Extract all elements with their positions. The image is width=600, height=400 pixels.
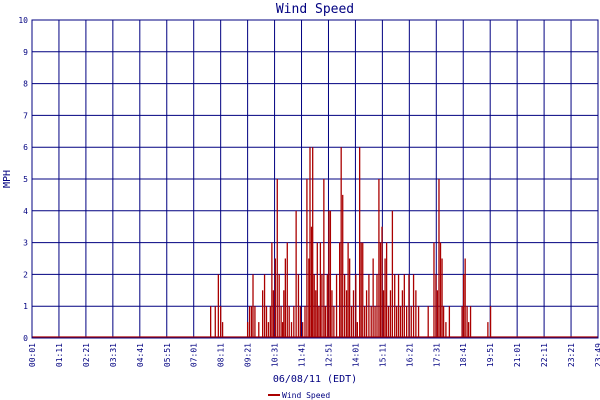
y-tick-label: 7 (23, 111, 28, 120)
x-tick-label: 10:31 (271, 343, 280, 367)
x-tick-label: 01:11 (55, 343, 64, 367)
y-tick-label: 10 (18, 16, 28, 25)
x-tick-label: 00:01 (28, 343, 37, 367)
y-tick-label: 0 (23, 334, 28, 343)
x-axis-label: 06/08/11 (EDT) (273, 374, 357, 385)
x-tick-label: 23:49 (594, 343, 600, 367)
series-wind-speed (32, 147, 598, 338)
y-tick-label: 6 (23, 143, 28, 152)
y-axis-label: MPH (2, 170, 13, 188)
x-axis-ticks: 00:01 01:11 02:21 03:31 04:41 05:51 07:01 08:11… (28, 343, 600, 367)
x-tick-label: 19:51 (486, 343, 495, 367)
chart-title: Wind Speed (276, 2, 354, 17)
y-tick-label: 1 (23, 302, 28, 311)
legend: Wind Speed (268, 391, 330, 400)
y-tick-label: 4 (23, 207, 28, 216)
x-tick-label: 09:21 (244, 343, 253, 367)
x-tick-label: 03:31 (109, 343, 118, 367)
x-tick-label: 11:41 (298, 343, 307, 367)
y-tick-label: 2 (23, 270, 28, 279)
x-tick-label: 17:31 (432, 343, 441, 367)
x-tick-label: 23:21 (567, 343, 576, 367)
y-tick-label: 3 (23, 239, 28, 248)
x-tick-label: 08:11 (217, 343, 226, 367)
x-tick-label: 18:41 (459, 343, 468, 367)
grid (31, 19, 599, 339)
x-tick-label: 02:21 (82, 343, 91, 367)
y-tick-label: 8 (23, 80, 28, 89)
y-tick-label: 5 (23, 175, 28, 184)
x-tick-label: 05:51 (163, 343, 172, 367)
x-tick-label: 14:01 (351, 343, 360, 367)
x-tick-label: 22:11 (540, 343, 549, 367)
y-axis-ticks: 0 1 2 3 4 5 6 7 8 9 10 (18, 16, 28, 343)
plot-frame (31, 19, 599, 339)
x-tick-label: 15:11 (378, 343, 387, 367)
y-tick-label: 9 (23, 48, 28, 57)
x-tick-label: 16:21 (405, 343, 414, 367)
x-tick-label: 04:41 (136, 343, 145, 367)
x-tick-label: 07:01 (190, 343, 199, 367)
x-tick-label: 21:01 (513, 343, 522, 367)
legend-label: Wind Speed (282, 391, 330, 400)
x-tick-label: 12:51 (324, 343, 333, 367)
